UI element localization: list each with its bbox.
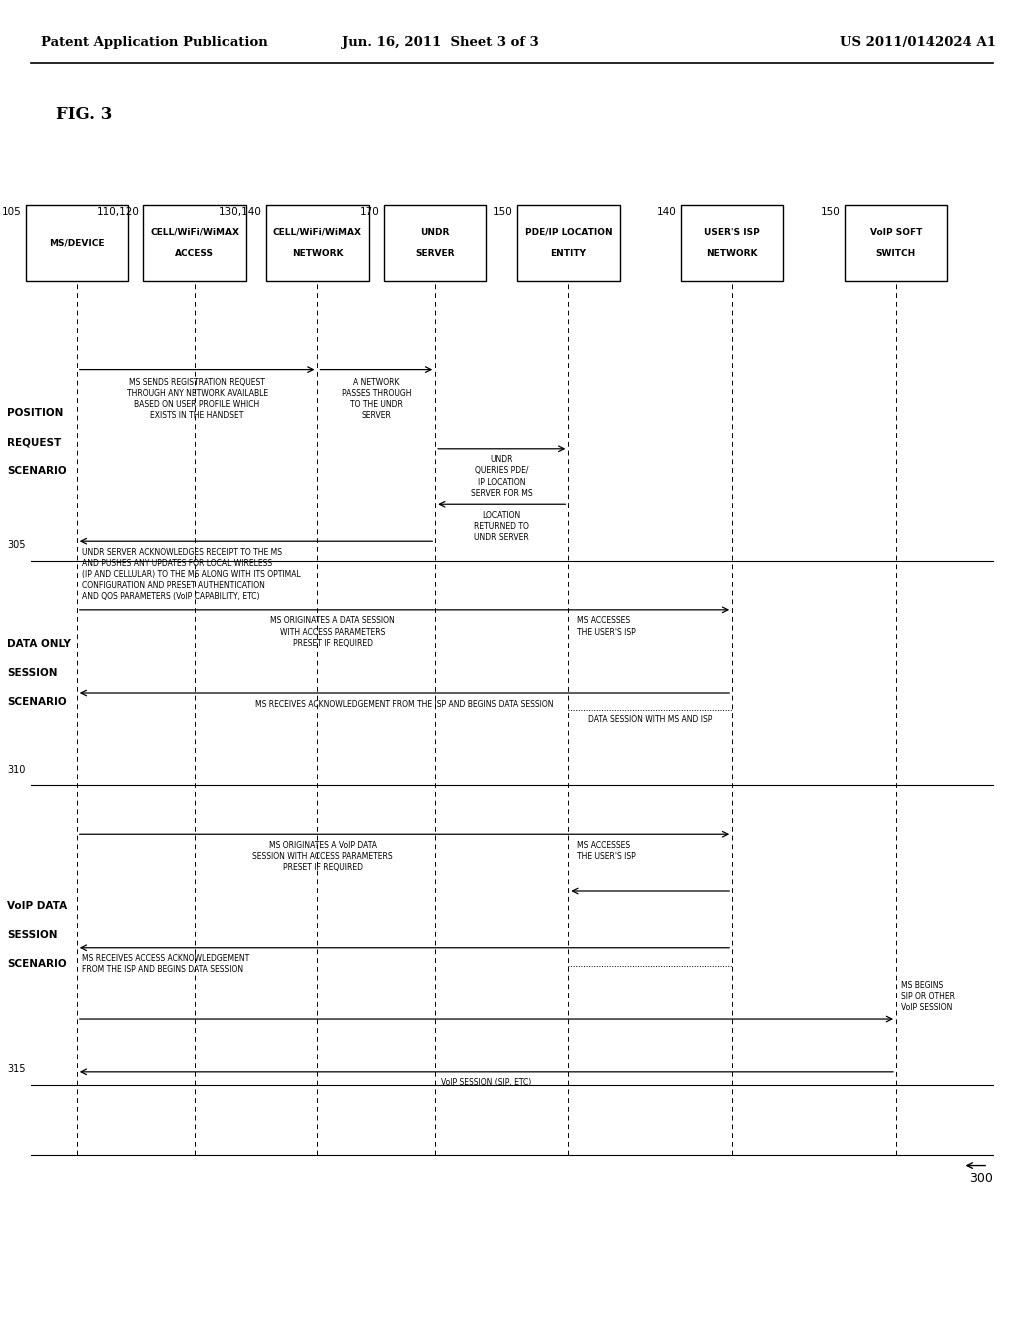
Text: ACCESS: ACCESS	[175, 249, 214, 257]
Text: SCENARIO: SCENARIO	[7, 697, 67, 708]
Text: DATA SESSION WITH MS AND ISP: DATA SESSION WITH MS AND ISP	[588, 715, 713, 725]
Text: 140: 140	[657, 207, 677, 218]
Text: LOCATION
RETURNED TO
UNDR SERVER: LOCATION RETURNED TO UNDR SERVER	[474, 511, 529, 543]
Text: VoIP SOFT: VoIP SOFT	[869, 228, 923, 236]
Bar	[143, 205, 246, 281]
Text: 105: 105	[2, 207, 22, 218]
Text: MS ORIGINATES A VoIP DATA
SESSION WITH ACCESS PARAMETERS
PRESET IF REQUIRED: MS ORIGINATES A VoIP DATA SESSION WITH A…	[252, 841, 393, 873]
Text: 110,120: 110,120	[96, 207, 139, 218]
Bar	[845, 205, 947, 281]
Text: FIG. 3: FIG. 3	[56, 106, 113, 123]
Text: 310: 310	[7, 764, 26, 775]
Text: SCENARIO: SCENARIO	[7, 466, 67, 477]
Bar	[681, 205, 783, 281]
Text: 150: 150	[494, 207, 513, 218]
Text: 150: 150	[821, 207, 841, 218]
Text: MS BEGINS
SIP OR OTHER
VoIP SESSION: MS BEGINS SIP OR OTHER VoIP SESSION	[901, 981, 955, 1012]
Text: SESSION: SESSION	[7, 668, 57, 678]
Text: Jun. 16, 2011  Sheet 3 of 3: Jun. 16, 2011 Sheet 3 of 3	[342, 36, 539, 49]
Text: MS/DEVICE: MS/DEVICE	[49, 239, 104, 247]
Text: USER'S ISP: USER'S ISP	[705, 228, 760, 236]
Text: DATA ONLY: DATA ONLY	[7, 639, 71, 649]
Text: POSITION: POSITION	[7, 408, 63, 418]
Text: MS ACCESSES
THE USER'S ISP: MS ACCESSES THE USER'S ISP	[577, 616, 635, 636]
Text: 130,140: 130,140	[219, 207, 262, 218]
Text: SESSION: SESSION	[7, 931, 57, 940]
Text: SERVER: SERVER	[416, 249, 455, 257]
Bar	[266, 205, 369, 281]
Text: 300: 300	[970, 1172, 993, 1185]
Text: CELL/WiFi/WiMAX: CELL/WiFi/WiMAX	[151, 228, 239, 236]
Text: MS RECEIVES ACKNOWLEDGEMENT FROM THE ISP AND BEGINS DATA SESSION: MS RECEIVES ACKNOWLEDGEMENT FROM THE ISP…	[255, 700, 554, 709]
Text: MS ORIGINATES A DATA SESSION
WITH ACCESS PARAMETERS
PRESET IF REQUIRED: MS ORIGINATES A DATA SESSION WITH ACCESS…	[270, 616, 395, 648]
Bar	[517, 205, 620, 281]
Text: US 2011/0142024 A1: US 2011/0142024 A1	[840, 36, 995, 49]
Text: 305: 305	[7, 540, 26, 550]
Text: SCENARIO: SCENARIO	[7, 960, 67, 969]
Text: 170: 170	[360, 207, 380, 218]
Text: Patent Application Publication: Patent Application Publication	[41, 36, 267, 49]
Text: REQUEST: REQUEST	[7, 437, 61, 447]
Bar	[384, 205, 486, 281]
Text: NETWORK: NETWORK	[707, 249, 758, 257]
Text: NETWORK: NETWORK	[292, 249, 343, 257]
Text: CELL/WiFi/WiMAX: CELL/WiFi/WiMAX	[273, 228, 361, 236]
Text: VoIP DATA: VoIP DATA	[7, 902, 68, 911]
Text: VoIP SESSION (SIP, ETC): VoIP SESSION (SIP, ETC)	[441, 1078, 531, 1088]
Text: MS SENDS REGISTRATION REQUEST
THROUGH ANY NETWORK AVAILABLE
BASED ON USER PROFIL: MS SENDS REGISTRATION REQUEST THROUGH AN…	[127, 378, 267, 420]
Text: PDE/IP LOCATION: PDE/IP LOCATION	[524, 228, 612, 236]
Text: UNDR: UNDR	[421, 228, 450, 236]
Text: 315: 315	[7, 1064, 26, 1074]
Text: UNDR
QUERIES PDE/
IP LOCATION
SERVER FOR MS: UNDR QUERIES PDE/ IP LOCATION SERVER FOR…	[471, 455, 532, 498]
Text: ENTITY: ENTITY	[550, 249, 587, 257]
Bar	[26, 205, 128, 281]
Text: MS ACCESSES
THE USER'S ISP: MS ACCESSES THE USER'S ISP	[577, 841, 635, 861]
Text: UNDR SERVER ACKNOWLEDGES RECEIPT TO THE MS
AND PUSHES ANY UPDATES FOR LOCAL WIRE: UNDR SERVER ACKNOWLEDGES RECEIPT TO THE …	[82, 548, 301, 601]
Text: SWITCH: SWITCH	[876, 249, 916, 257]
Text: MS RECEIVES ACCESS ACKNOWLEDGEMENT
FROM THE ISP AND BEGINS DATA SESSION: MS RECEIVES ACCESS ACKNOWLEDGEMENT FROM …	[82, 954, 249, 974]
Text: A NETWORK
PASSES THROUGH
TO THE UNDR
SERVER: A NETWORK PASSES THROUGH TO THE UNDR SER…	[342, 378, 411, 420]
